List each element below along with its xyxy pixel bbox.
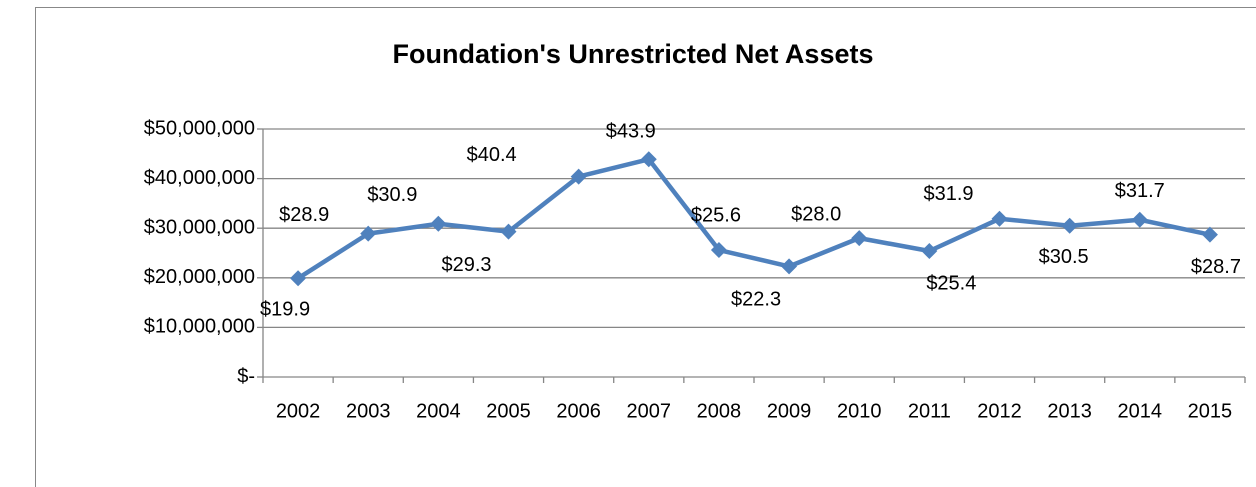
data-label: $31.9 (923, 183, 973, 205)
data-label: $25.4 (926, 272, 976, 294)
chart-frame (35, 7, 1256, 487)
x-tick-label: 2003 (346, 400, 391, 422)
y-tick-label: $50,000,000 (144, 117, 255, 139)
x-tick-label: 2013 (1047, 400, 1092, 422)
x-tick-label: 2008 (697, 400, 742, 422)
data-marker (640, 151, 657, 168)
data-marker (1131, 211, 1148, 228)
data-label: $28.0 (791, 203, 841, 225)
data-line (296, 157, 1211, 281)
data-marker (1061, 217, 1078, 234)
data-label: $28.9 (279, 204, 329, 226)
x-tick-label: 2005 (486, 400, 531, 422)
x-tick-label: 2014 (1118, 400, 1163, 422)
data-marker (570, 168, 587, 185)
y-tick-label: $20,000,000 (144, 266, 255, 288)
data-marker (921, 243, 938, 260)
x-tick-label: 2009 (767, 400, 812, 422)
y-tick-label: $10,000,000 (144, 316, 255, 338)
data-marker (430, 215, 447, 232)
data-label: $40.4 (467, 144, 517, 166)
data-label: $43.9 (606, 121, 656, 143)
x-tick-label: 2006 (556, 400, 601, 422)
chart-title: Foundation's Unrestricted Net Assets (392, 39, 873, 69)
data-marker (710, 242, 727, 259)
data-label: $31.7 (1115, 180, 1165, 202)
data-label: $25.6 (691, 204, 741, 226)
data-marker (290, 270, 307, 287)
x-tick-label: 2011 (908, 400, 951, 422)
x-tick-label: 2010 (837, 400, 882, 422)
data-marker (500, 223, 517, 240)
data-label: $19.9 (260, 299, 310, 321)
x-tick-label: 2004 (416, 400, 461, 422)
data-label: $29.3 (441, 254, 491, 276)
data-label: $30.9 (367, 184, 417, 206)
data-marker (781, 258, 798, 275)
x-tick-label: 2012 (977, 400, 1022, 422)
data-label: $30.5 (1039, 246, 1089, 268)
y-tick-label: $30,000,000 (144, 216, 255, 238)
data-marker (360, 225, 377, 242)
data-marker (851, 230, 868, 247)
x-tick-label: 2002 (276, 400, 321, 422)
x-tick-label: 2015 (1188, 400, 1233, 422)
data-marker (1201, 226, 1218, 243)
data-marker (991, 210, 1008, 227)
y-tick-label: $- (237, 365, 255, 387)
x-tick-label: 2007 (627, 400, 672, 422)
y-tick-label: $40,000,000 (144, 167, 255, 189)
data-label: $28.7 (1191, 256, 1241, 278)
data-label: $22.3 (731, 289, 781, 311)
